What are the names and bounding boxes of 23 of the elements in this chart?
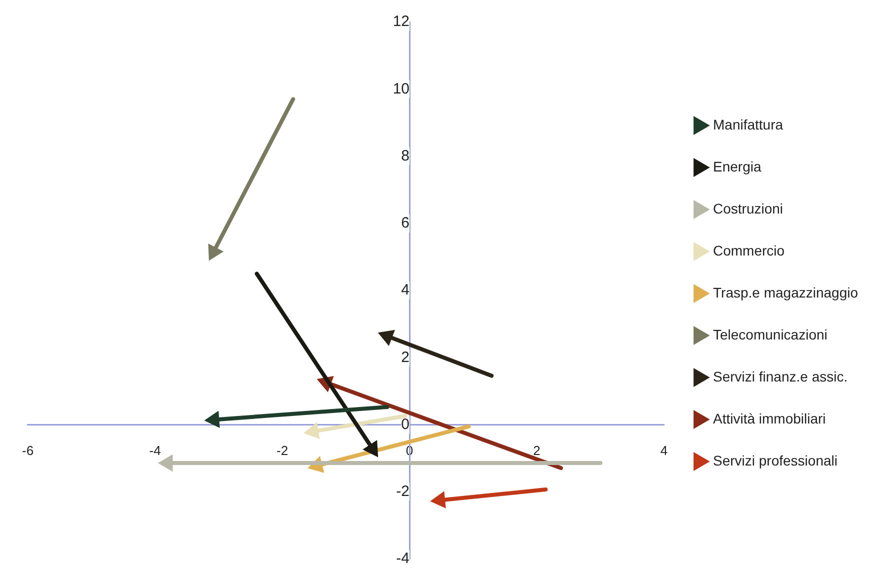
y-tick-label: 6 — [401, 214, 410, 232]
y-tick-label: -2 — [396, 483, 410, 500]
y-tick-label: 12 — [392, 13, 410, 30]
legend-label: Energia — [712, 158, 762, 174]
y-tick-label: -4 — [396, 550, 410, 568]
legend-label: Trasp.e magazzinaggio — [712, 284, 858, 300]
y-tick-label: 10 — [392, 80, 410, 98]
x-tick-label: -2 — [276, 443, 288, 458]
legend-label: Manifattura — [712, 116, 784, 132]
x-tick-label: -6 — [22, 443, 34, 458]
y-tick-label: 4 — [401, 282, 410, 299]
legend-label: Servizi professionali — [712, 452, 838, 468]
x-tick-label: -4 — [149, 443, 161, 458]
x-tick-label: 2 — [533, 443, 540, 458]
legend-label: Servizi finanz.e assic. — [712, 368, 848, 384]
legend-label: Commercio — [712, 242, 785, 258]
legend-label: Telecomunicazioni — [712, 326, 828, 342]
legend-label: Costruzioni — [712, 200, 784, 216]
legend-label: Attività immobiliari — [712, 410, 826, 426]
y-tick-label: 8 — [401, 147, 410, 164]
x-tick-label: 4 — [660, 443, 668, 458]
y-tick-label: 2 — [401, 348, 410, 366]
y-tick-label: 0 — [401, 416, 410, 433]
